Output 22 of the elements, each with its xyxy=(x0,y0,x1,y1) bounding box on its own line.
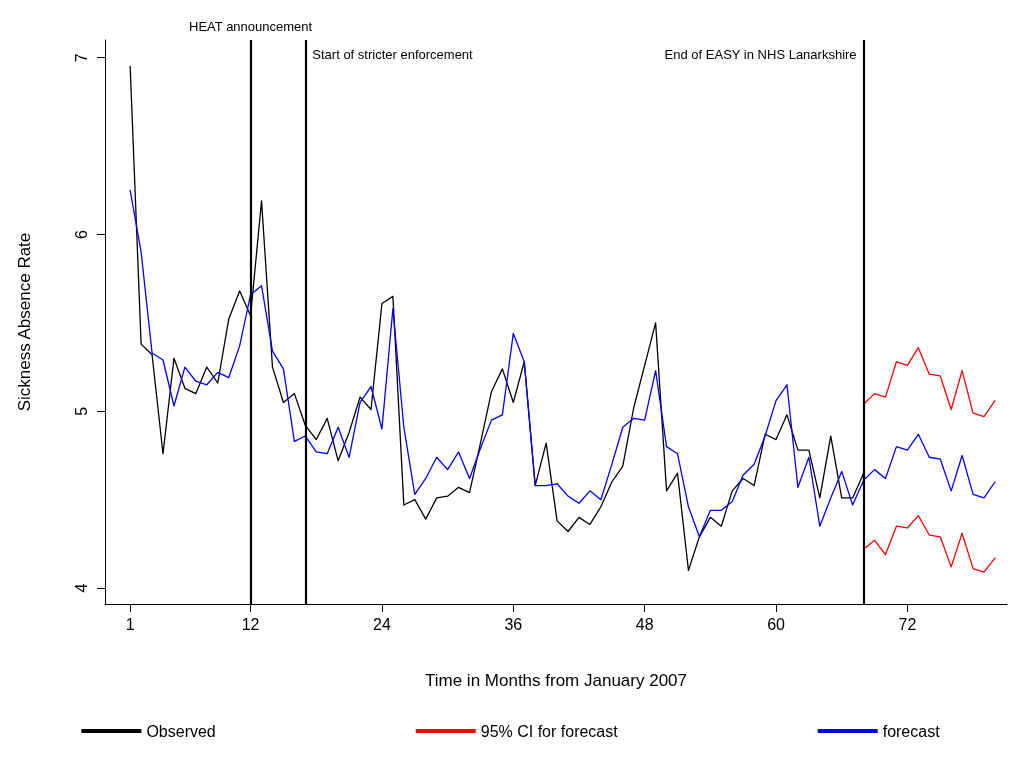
line-series xyxy=(862,514,996,573)
legend-label: forecast xyxy=(882,722,941,740)
x-tick-label: 72 xyxy=(898,615,917,633)
x-axis-title: Time in Months from January 2007 xyxy=(424,671,688,690)
ref-line-label: End of EASY in NHS Lanarkshire xyxy=(664,46,857,62)
x-tick-label: 48 xyxy=(635,615,654,633)
legend-label: Observed xyxy=(146,722,216,740)
y-tick-label: 6 xyxy=(72,229,90,239)
x-tick-label: 60 xyxy=(767,615,786,633)
x-tick-label: 12 xyxy=(241,615,260,633)
y-axis-title: Sickness Absence Rate xyxy=(15,232,34,412)
x-tick-label: 24 xyxy=(373,615,391,633)
y-tick-label: 5 xyxy=(72,406,90,416)
y-tick-label: 4 xyxy=(72,583,90,593)
line-series xyxy=(862,346,996,418)
line-series xyxy=(129,189,996,538)
y-tick-label: 7 xyxy=(72,53,90,63)
ref-line-label: HEAT announcement xyxy=(189,18,313,34)
legend-label: 95% CI for forecast xyxy=(480,722,619,740)
ref-line-label: Start of stricter enforcement xyxy=(312,46,474,62)
x-tick-label: 36 xyxy=(504,615,523,633)
x-tick-label: 1 xyxy=(125,615,135,633)
